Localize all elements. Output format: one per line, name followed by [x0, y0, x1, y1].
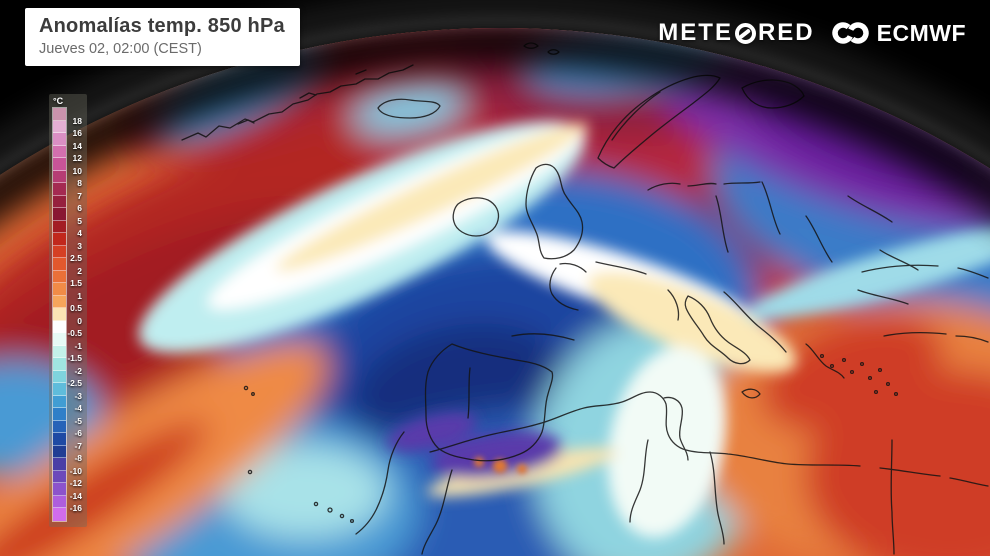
legend-cell [53, 145, 66, 158]
legend-cell [53, 383, 66, 396]
legend-tick-label: 8 [77, 177, 82, 188]
legend-tick-label: 18 [72, 115, 82, 126]
legend-cell [53, 433, 66, 446]
legend-tick-label: -5 [74, 415, 82, 426]
legend-tick-label: 16 [72, 127, 82, 138]
legend-tick-label: -7 [74, 440, 82, 451]
legend-cell [53, 233, 66, 246]
legend-cell [53, 308, 66, 321]
legend-cell [53, 258, 66, 271]
legend-tick-label: -1 [74, 340, 82, 351]
legend-tick-label: 6 [77, 202, 82, 213]
limb-shading [0, 28, 990, 556]
legend-tick-label: 7 [77, 190, 82, 201]
legend-cell [53, 195, 66, 208]
legend-panel: °C 18 16 14 12 10 8 7 6 5 4 3 2.5 2 1.5 1 0.5 0 -0.5 -1 -1.… [49, 94, 87, 527]
legend-tick-label: -12 [69, 477, 82, 488]
atmosphere-glow [0, 19, 990, 171]
legend-tick-label: 2.5 [70, 252, 82, 263]
legend-tick-label: -3 [74, 390, 82, 401]
legend-cell [53, 208, 66, 221]
legend-cell [53, 170, 66, 183]
legend-cell [53, 245, 66, 258]
legend-tick-label: 0 [77, 315, 82, 326]
brand-bar: METE RED ECMWF [658, 19, 966, 47]
legend-tick-label: 0.5 [70, 302, 82, 313]
legend-tick-label: 5 [77, 215, 82, 226]
legend-tick-label: 12 [72, 152, 82, 163]
legend-tick-label: -14 [69, 490, 82, 501]
legend-cell [53, 470, 66, 483]
legend-cell [53, 358, 66, 371]
legend-ticks: 18 16 14 12 10 8 7 6 5 4 3 2.5 2 1.5 1 0.5 0 -0.5 -1 -1.5 -2… [49, 108, 84, 521]
title-card: Anomalías temp. 850 hPa Jueves 02, 02:00… [25, 8, 300, 66]
legend-cell [53, 270, 66, 283]
legend-tick-label: -2 [74, 365, 82, 376]
legend-cell [53, 333, 66, 346]
legend-tick-label: -1.5 [67, 352, 82, 363]
frontal-bands [138, 120, 990, 538]
legend-tick-label: 4 [77, 227, 82, 238]
legend-tick-label: 1.5 [70, 277, 82, 288]
warm-spots [474, 457, 527, 474]
legend-cell [53, 508, 66, 521]
legend-tick-label: -10 [69, 465, 82, 476]
legend-cell [53, 445, 66, 458]
legend-tick-label: 14 [72, 140, 82, 151]
legend-unit-label: °C [53, 96, 64, 106]
atmosphere-haze [0, 0, 990, 165]
legend-tick-label: 10 [72, 165, 82, 176]
legend-cell [53, 120, 66, 133]
legend-tick-label: -6 [74, 427, 82, 438]
legend-tick-label: 1 [77, 290, 82, 301]
map-title: Anomalías temp. 850 hPa [39, 15, 285, 37]
meteored-o-icon [734, 22, 756, 44]
legend-tick-label: -2.5 [67, 377, 82, 388]
legend-tick-label: -16 [69, 502, 82, 513]
legend-tick-label: 2 [77, 265, 82, 276]
legend-cell [53, 220, 66, 233]
legend-tick-label: 3 [77, 240, 82, 251]
legend-tick-label: -4 [74, 402, 82, 413]
legend-cell [53, 408, 66, 421]
legend-tick-label: -8 [74, 452, 82, 463]
legend-tick-label: -0.5 [67, 327, 82, 338]
legend-cell [53, 420, 66, 433]
legend-cell [53, 395, 66, 408]
legend-cell [53, 183, 66, 196]
meteored-logo: METE RED [658, 19, 814, 47]
legend-cell [53, 320, 66, 333]
legend-cell [53, 483, 66, 496]
ecmwf-label: ECMWF [876, 19, 966, 46]
ecmwf-rings-icon [831, 22, 869, 44]
ecmwf-logo: ECMWF [830, 19, 966, 47]
legend-cell [53, 283, 66, 296]
meteored-text-post: RED [757, 19, 815, 46]
legend-cell [53, 370, 66, 383]
legend-cell [53, 345, 66, 358]
legend-cell [53, 133, 66, 146]
legend-bar [52, 107, 67, 522]
meteored-text-pre: METE [658, 19, 733, 46]
legend-cell [53, 458, 66, 471]
legend-cell [53, 295, 66, 308]
legend-cell [53, 495, 66, 508]
legend-cell [53, 158, 66, 171]
legend-cell [53, 108, 66, 121]
map-datetime: Jueves 02, 02:00 (CEST) [39, 41, 202, 57]
